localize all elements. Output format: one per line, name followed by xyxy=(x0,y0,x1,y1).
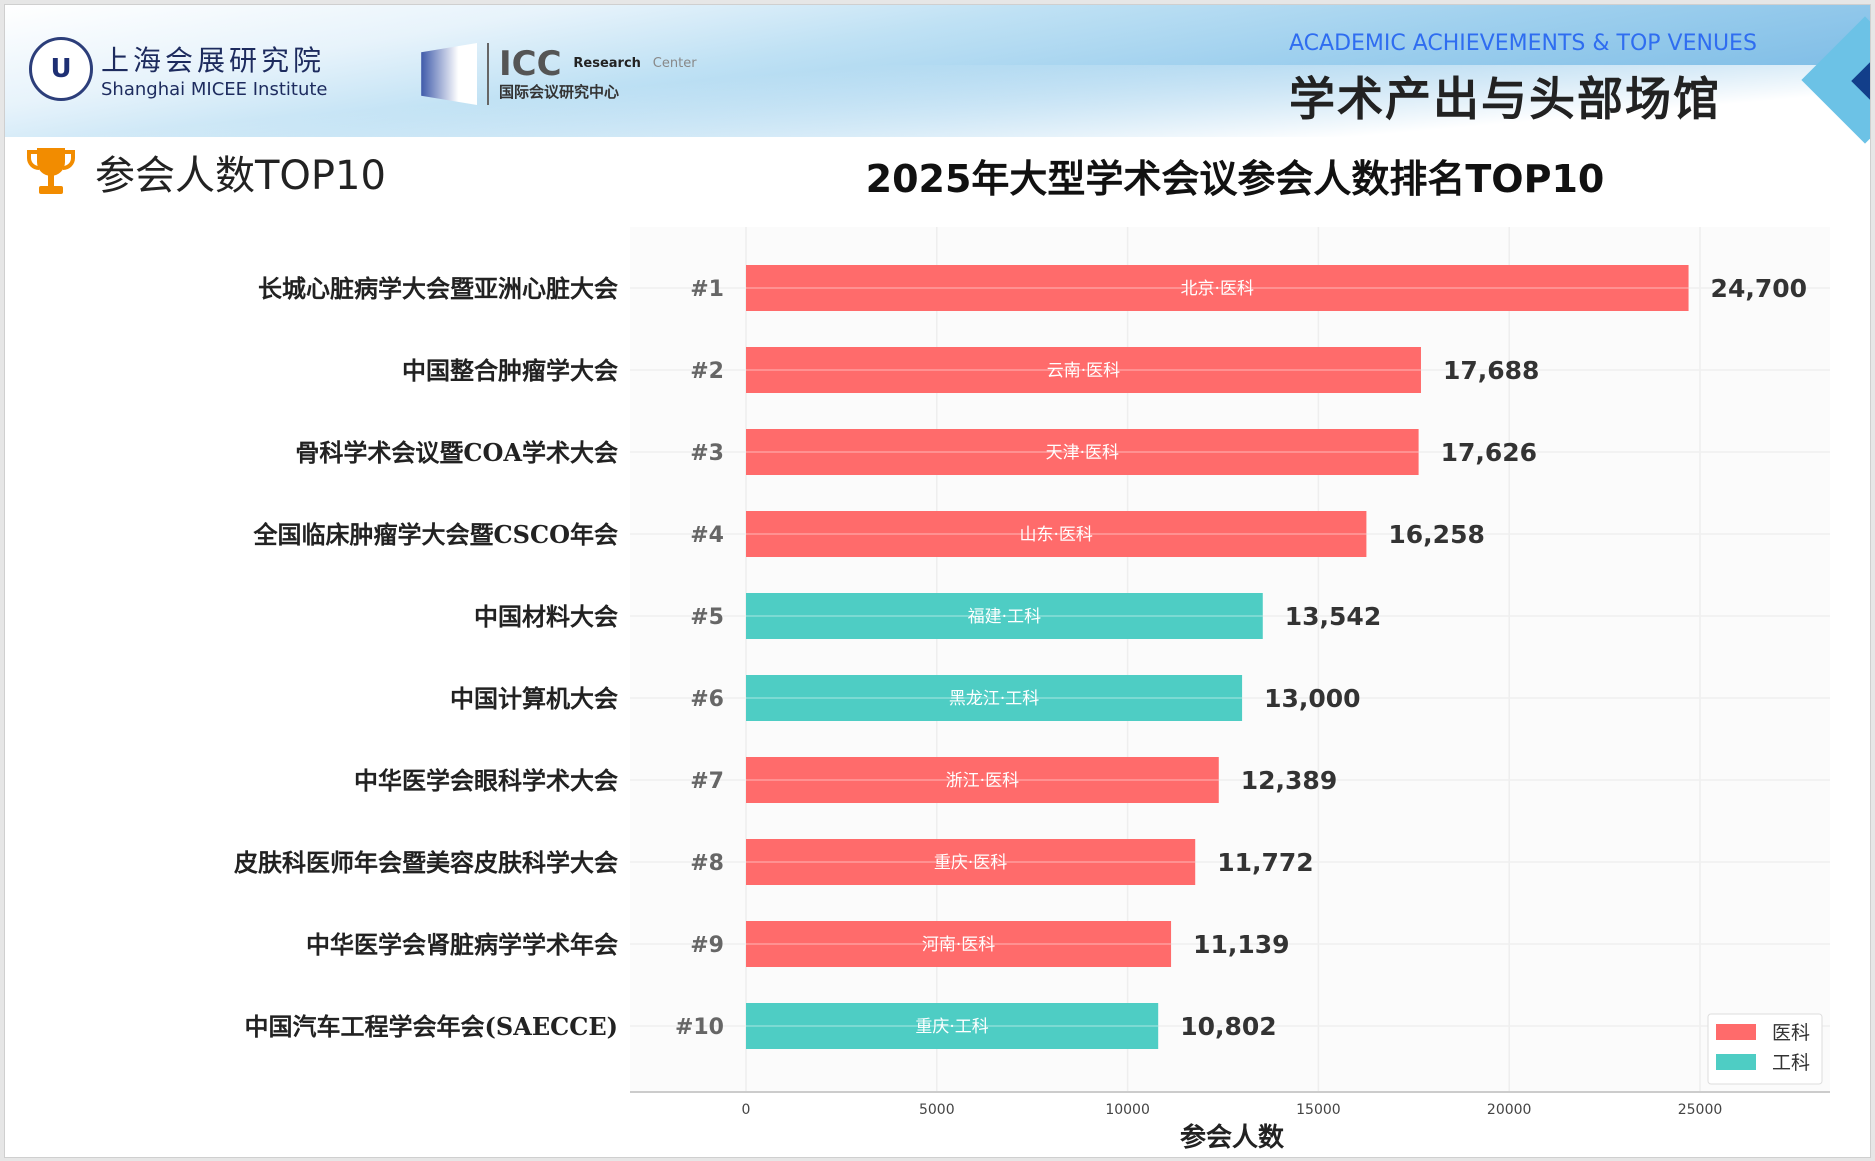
value-label: 17,626 xyxy=(1441,438,1537,467)
bar xyxy=(746,265,1689,311)
bar-label: 云南·医科 xyxy=(1047,361,1120,381)
icc-sub1: Research xyxy=(573,55,641,71)
section-title-en: ACADEMIC ACHIEVEMENTS & TOP VENUES xyxy=(1289,31,1757,56)
institute-logo: U 上海会展研究院 Shanghai MICEE Institute xyxy=(29,37,328,101)
value-label: 13,000 xyxy=(1264,684,1360,713)
bar-label: 山东·医科 xyxy=(1019,525,1092,545)
value-label: 13,542 xyxy=(1285,602,1381,631)
header-banner: U 上海会展研究院 Shanghai MICEE Institute ICC R… xyxy=(5,5,1870,155)
bar-label: 重庆·医科 xyxy=(934,853,1007,873)
bar xyxy=(746,1003,1159,1049)
value-label: 17,688 xyxy=(1443,356,1539,385)
bar xyxy=(746,593,1263,639)
rank-label: #8 xyxy=(690,851,724,876)
category-label: 长城心脏病学大会暨亚洲心脏大会 xyxy=(258,274,618,303)
bar xyxy=(746,511,1367,557)
rank-label: #9 xyxy=(690,933,724,958)
legend-label: 医科 xyxy=(1772,1022,1810,1044)
rank-label: #10 xyxy=(675,1015,724,1040)
rank-label: #7 xyxy=(690,769,724,794)
value-label: 11,139 xyxy=(1193,930,1289,959)
category-label: 中国整合肿瘤学大会 xyxy=(402,356,618,385)
bar xyxy=(746,429,1419,475)
x-tick-label: 5000 xyxy=(919,1102,955,1118)
chart-title: 2025年大型学术会议参会人数排名TOP10 xyxy=(865,157,1605,201)
value-label: 24,700 xyxy=(1711,274,1807,303)
rank-label: #1 xyxy=(690,277,724,302)
legend-swatch xyxy=(1716,1054,1756,1070)
bar-label: 福建·工科 xyxy=(968,607,1041,627)
legend-label: 工科 xyxy=(1772,1052,1810,1074)
value-label: 12,389 xyxy=(1241,766,1337,795)
bar-label: 天津·医科 xyxy=(1046,443,1119,463)
legend-swatch xyxy=(1716,1024,1756,1040)
rank-label: #4 xyxy=(690,523,724,548)
icc-name: ICC xyxy=(499,43,562,84)
section-title-cn: 学术产出与头部场馆 xyxy=(1289,72,1721,126)
bar-label: 重庆·工科 xyxy=(915,1017,988,1037)
rank-label: #6 xyxy=(690,687,724,712)
institute-name-en: Shanghai MICEE Institute xyxy=(101,78,328,100)
category-label: 皮肤科医师年会暨美容皮肤科学大会 xyxy=(234,848,618,877)
x-tick-label: 10000 xyxy=(1105,1102,1150,1118)
category-label: 中华医学会肾脏病学学术年会 xyxy=(306,930,618,959)
category-label: 中国计算机大会 xyxy=(450,684,618,713)
icc-cube-icon xyxy=(421,43,477,105)
heading-label: 参会人数TOP10 xyxy=(95,153,386,199)
category-label: 中国汽车工程学会年会(SAECCE) xyxy=(245,1012,618,1041)
value-label: 16,258 xyxy=(1388,520,1484,549)
rank-label: #2 xyxy=(690,359,724,384)
bar-label: 河南·医科 xyxy=(922,935,995,955)
category-label: 全国临床肿瘤学大会暨CSCO年会 xyxy=(253,520,618,549)
category-label: 骨科学术会议暨COA学术大会 xyxy=(295,438,618,467)
x-tick-label: 15000 xyxy=(1296,1102,1341,1118)
bar xyxy=(746,347,1421,393)
bar-label: 北京·医科 xyxy=(1181,279,1254,299)
icc-name-cn: 国际会议研究中心 xyxy=(499,82,620,101)
bar xyxy=(746,839,1196,885)
bar xyxy=(746,921,1172,967)
bar xyxy=(746,675,1243,721)
x-tick-label: 25000 xyxy=(1678,1102,1723,1118)
institute-seal-icon: U xyxy=(29,37,93,101)
icc-logo: ICC Research Center 国际会议研究中心 xyxy=(415,43,697,105)
icc-sub2: Center xyxy=(652,55,697,71)
section-heading: 参会人数TOP10 xyxy=(25,143,386,201)
bar-label: 黑龙江·工科 xyxy=(949,689,1039,709)
category-label: 中国材料大会 xyxy=(474,602,618,631)
x-tick-label: 20000 xyxy=(1487,1102,1532,1118)
bar xyxy=(746,757,1219,803)
category-label: 中华医学会眼科学术大会 xyxy=(354,766,618,795)
bar-label: 浙江·医科 xyxy=(946,771,1019,791)
rank-label: #3 xyxy=(690,441,724,466)
x-tick-label: 0 xyxy=(742,1102,751,1118)
value-label: 10,802 xyxy=(1180,1012,1276,1041)
rank-label: #5 xyxy=(690,605,724,630)
institute-name-cn: 上海会展研究院 xyxy=(101,43,326,77)
value-label: 11,772 xyxy=(1217,848,1313,877)
trophy-icon xyxy=(27,148,75,194)
x-axis-label: 参会人数 xyxy=(1180,1122,1285,1153)
